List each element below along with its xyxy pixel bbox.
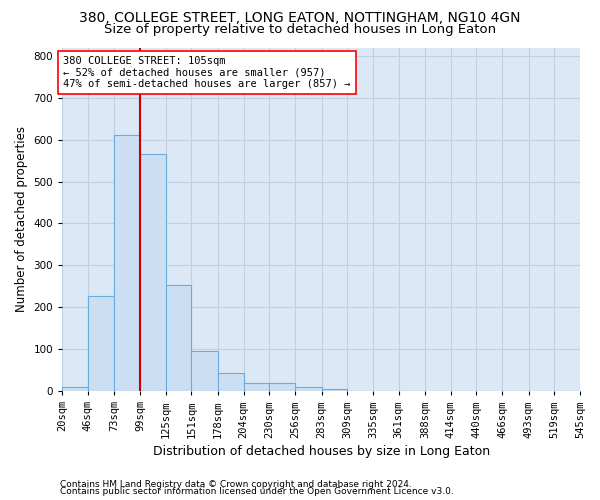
Text: 380, COLLEGE STREET, LONG EATON, NOTTINGHAM, NG10 4GN: 380, COLLEGE STREET, LONG EATON, NOTTING… — [79, 11, 521, 25]
Y-axis label: Number of detached properties: Number of detached properties — [15, 126, 28, 312]
Text: 380 COLLEGE STREET: 105sqm
← 52% of detached houses are smaller (957)
47% of sem: 380 COLLEGE STREET: 105sqm ← 52% of deta… — [63, 56, 350, 89]
X-axis label: Distribution of detached houses by size in Long Eaton: Distribution of detached houses by size … — [152, 444, 490, 458]
Bar — [115, 134, 140, 391]
Bar — [140, 154, 166, 391]
Bar — [295, 387, 322, 391]
Bar — [166, 285, 191, 391]
Text: Contains HM Land Registry data © Crown copyright and database right 2024.: Contains HM Land Registry data © Crown c… — [60, 480, 412, 489]
Text: Size of property relative to detached houses in Long Eaton: Size of property relative to detached ho… — [104, 22, 496, 36]
Bar — [88, 296, 115, 391]
Bar — [191, 351, 218, 391]
Bar — [244, 382, 269, 391]
Bar — [322, 389, 347, 391]
Bar — [269, 382, 295, 391]
Bar — [218, 374, 244, 391]
Bar — [62, 387, 88, 391]
Text: Contains public sector information licensed under the Open Government Licence v3: Contains public sector information licen… — [60, 488, 454, 496]
